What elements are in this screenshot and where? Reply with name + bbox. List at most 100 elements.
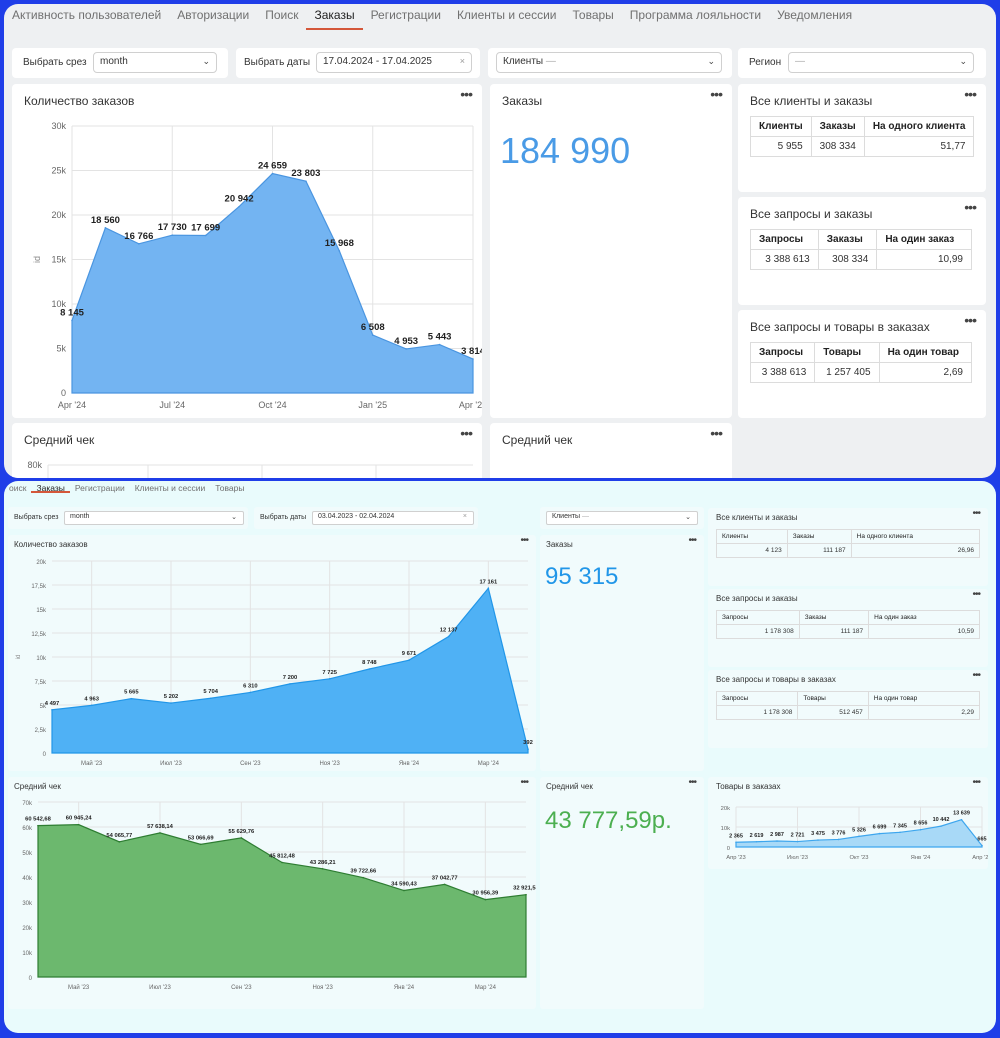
more-menu-icon[interactable]: ••• — [972, 670, 980, 681]
tab-orders[interactable]: Заказы — [306, 4, 363, 30]
tab-search[interactable]: оиск — [9, 483, 27, 493]
col-per-order: На один заказ — [868, 610, 980, 625]
more-menu-icon[interactable]: ••• — [688, 777, 696, 788]
data-label: 17 161 — [479, 579, 498, 585]
data-point — [321, 867, 324, 870]
y-tick-label: 10k — [36, 656, 47, 662]
more-menu-icon[interactable]: ••• — [710, 86, 723, 102]
clients-select[interactable]: Клиенты — ⌄ — [546, 511, 698, 525]
avg-check-chart-title: Средний чек — [14, 782, 61, 791]
col-clients: Клиенты — [716, 529, 788, 544]
more-menu-icon[interactable]: ••• — [688, 535, 696, 546]
tab-user-activity[interactable]: Активность пользователей — [12, 8, 162, 22]
data-label: 665 — [977, 837, 986, 843]
more-menu-icon[interactable]: ••• — [520, 535, 528, 546]
slice-select[interactable]: month ⌄ — [93, 52, 217, 73]
data-label: 8 656 — [914, 821, 928, 827]
data-point — [209, 697, 212, 700]
more-menu-icon[interactable]: ••• — [520, 777, 528, 788]
data-point — [104, 227, 107, 229]
cell-per-client: 26,96 — [850, 543, 981, 558]
cell-orders: 308 334 — [817, 249, 878, 270]
x-tick-label: Jul '24 — [159, 400, 185, 410]
y-tick-label: 12,5k — [31, 632, 47, 638]
tab-loyalty[interactable]: Программа лояльности — [629, 8, 762, 22]
data-label: 23 803 — [291, 168, 320, 179]
goods-chart-title: Товары в заказах — [716, 782, 781, 791]
orders-chart-card: Количество заказов ••• 0 2,5k 5k 7,5k 10k 12,… — [8, 535, 536, 771]
more-menu-icon[interactable]: ••• — [710, 425, 723, 441]
close-icon[interactable]: × — [462, 513, 467, 520]
dates-input[interactable]: 03.04.2023 - 02.04.2024 × — [312, 511, 474, 525]
tab-notifications[interactable]: Уведомления — [777, 8, 853, 22]
orders-kpi-value: 184 990 — [500, 130, 631, 171]
tab-products[interactable]: Товары — [572, 8, 614, 22]
y-tick-label: 40k — [22, 876, 33, 882]
data-point — [90, 704, 93, 707]
tab-clients-sessions[interactable]: Клиенты и сессии — [134, 483, 206, 493]
tab-clients-sessions[interactable]: Клиенты и сессии — [456, 8, 557, 22]
data-label: 6 310 — [243, 683, 258, 689]
region-filter-card: Регион — ⌄ — [738, 48, 986, 78]
x-tick-label: Апр '24 — [972, 855, 988, 861]
col-per-good: На один товар — [867, 691, 981, 706]
chevron-down-icon: ⌄ — [685, 514, 691, 521]
more-menu-icon[interactable]: ••• — [972, 508, 980, 519]
data-label: 37 042,77 — [432, 875, 458, 881]
tab-orders[interactable]: Заказы — [31, 481, 70, 493]
clients-select[interactable]: Клиенты — ⌄ — [496, 52, 722, 73]
more-menu-icon[interactable]: ••• — [964, 199, 977, 215]
cell-per-order: 10,99 — [876, 249, 972, 270]
cell-requests: 3 388 613 — [750, 249, 819, 270]
col-per-good: На один товар — [878, 342, 973, 363]
data-point — [878, 832, 881, 835]
more-menu-icon[interactable]: ••• — [964, 312, 977, 328]
data-point — [405, 348, 407, 350]
col-per-order: На один заказ — [876, 229, 972, 250]
region-select[interactable]: — ⌄ — [788, 52, 974, 73]
data-label: 3 814 — [461, 346, 482, 357]
data-label: 8 748 — [362, 660, 377, 666]
tab-registrations[interactable]: Регистрации — [74, 483, 125, 493]
data-point — [371, 334, 374, 336]
more-menu-icon[interactable]: ••• — [964, 86, 977, 102]
tab-search[interactable]: Поиск — [265, 8, 299, 22]
x-tick-label: Ноя '23 — [312, 985, 333, 991]
data-point — [171, 234, 174, 237]
data-point — [981, 844, 983, 847]
data-point — [447, 635, 450, 638]
close-icon[interactable]: × — [459, 56, 465, 66]
more-menu-icon[interactable]: ••• — [972, 589, 980, 600]
dates-input[interactable]: 17.04.2024 - 17.04.2025 × — [316, 52, 472, 73]
tab-authorizations[interactable]: Авторизации — [177, 8, 250, 22]
data-point — [487, 587, 490, 590]
col-orders: Заказы — [810, 116, 865, 137]
orders-chart-title: Количество заказов — [24, 94, 135, 108]
tab-products[interactable]: Товары — [215, 483, 245, 493]
data-point — [817, 839, 819, 841]
cell-requests: 1 178 308 — [715, 705, 799, 720]
series-area — [71, 172, 474, 394]
data-point — [289, 683, 291, 685]
data-label: 7 200 — [283, 675, 298, 681]
slice-select[interactable]: month ⌄ — [64, 511, 244, 525]
data-label: 18 560 — [91, 215, 120, 226]
data-point — [362, 876, 365, 879]
y-tick-label: 10k — [22, 951, 33, 957]
data-label: 53 066,69 — [188, 835, 215, 841]
clients-value: — — [582, 513, 590, 520]
more-menu-icon[interactable]: ••• — [972, 777, 980, 788]
orders-kpi-card: Заказы ••• 95 315 — [540, 535, 704, 771]
tab-registrations[interactable]: Регистрации — [370, 8, 441, 22]
slice-filter-card: Выбрать срез month ⌄ — [12, 48, 228, 78]
clients-orders-title: Все клиенты и заказы — [750, 94, 873, 108]
y-tick-label: 5k — [40, 704, 47, 710]
more-menu-icon[interactable]: ••• — [460, 425, 473, 441]
y-tick-label: 20k — [721, 806, 730, 812]
more-menu-icon[interactable]: ••• — [460, 86, 473, 102]
y-tick-label: 10k — [721, 826, 730, 832]
avg-check-kpi-title: Средний чек — [502, 433, 573, 447]
goods-chart-card: Товары в заказах ••• 0 10k 20k Апр '23 Июл '… — [708, 777, 988, 869]
cell-per-good: 2,29 — [867, 705, 981, 720]
data-label: 4 963 — [84, 696, 99, 702]
